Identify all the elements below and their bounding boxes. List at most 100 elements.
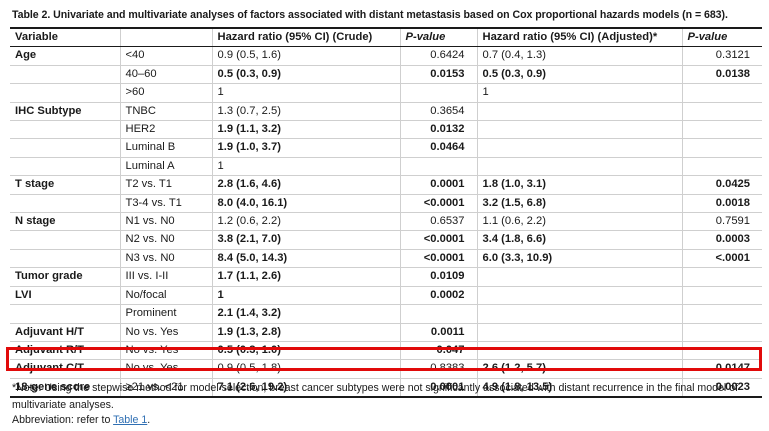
cell-p-crude: 0.6537 (399, 212, 477, 232)
cell-p-adjusted: 0.0138 (681, 65, 762, 85)
cell-p-adjusted: 0.0425 (681, 175, 762, 195)
cell-hr-crude: 3.8 (2.1, 7.0) (211, 230, 400, 250)
table-row: T stage T2 vs. T1 2.8 (1.6, 4.6) 0.0001 1.8 … (10, 175, 762, 195)
cell-variable: Age (10, 46, 120, 66)
cell-hr-adjusted (476, 267, 682, 287)
cell-p-crude: 0.3654 (399, 102, 477, 122)
table-row: IHC Subtype TNBC 1.3 (0.7, 2.5) 0.3654 (10, 102, 762, 122)
table-row: 40–60 0.5 (0.3, 0.9) 0.0153 0.5 (0.3, 0.9) 0… (10, 65, 762, 85)
cell-hr-adjusted (476, 138, 682, 158)
cell-p-adjusted: 0.0003 (681, 230, 762, 250)
table-1-link[interactable]: Table 1 (113, 414, 148, 426)
cell-hr-crude: 8.4 (5.0, 14.3) (211, 249, 400, 269)
cell-hr-adjusted (476, 102, 682, 122)
cell-level: T2 vs. T1 (119, 175, 212, 195)
cell-hr-adjusted: 1.1 (0.6, 2.2) (476, 212, 682, 232)
cell-hr-adjusted (476, 304, 682, 324)
cell-p-crude: 0.047 (399, 341, 477, 361)
cell-hr-crude: 0.9 (0.5, 1.6) (211, 46, 400, 66)
cell-hr-crude: 7.1 (2.6, 19.2) (211, 378, 400, 399)
cell-variable (10, 65, 120, 85)
cell-level: 40–60 (119, 65, 212, 85)
cell-p-crude: 0.0002 (399, 286, 477, 306)
cell-p-adjusted (681, 83, 762, 103)
cell-variable: T stage (10, 175, 120, 195)
cell-p-adjusted (681, 102, 762, 122)
cell-level: Luminal B (119, 138, 212, 158)
table-row: Age <40 0.9 (0.5, 1.6) 0.6424 0.7 (0.4, 1.3)… (10, 46, 762, 66)
cell-variable: Tumor grade (10, 267, 120, 287)
cell-hr-adjusted (476, 120, 682, 140)
cell-hr-crude: 1.9 (1.1, 3.2) (211, 120, 400, 140)
cell-p-crude (399, 304, 477, 324)
cell-hr-crude: 1 (211, 83, 400, 103)
cell-p-crude: 0.6424 (399, 46, 477, 66)
header-hr-adjusted: Hazard ratio (95% CI) (Adjusted)* (476, 27, 682, 48)
cell-hr-crude: 8.0 (4.0, 16.1) (211, 194, 400, 214)
header-level (119, 27, 212, 48)
cell-hr-adjusted: 1.8 (1.0, 3.1) (476, 175, 682, 195)
cell-p-adjusted (681, 120, 762, 140)
hazard-ratio-table: Variable Hazard ratio (95% CI) (Crude) P… (10, 27, 762, 399)
cell-variable (10, 249, 120, 269)
cell-level: HER2 (119, 120, 212, 140)
table-row: Adjuvant C/T No vs. Yes 0.9 (0.5, 1.8) 0.83… (10, 359, 762, 379)
cell-variable: Adjuvant C/T (10, 359, 120, 379)
cell-level: N2 vs. N0 (119, 230, 212, 250)
cell-level: No vs. Yes (119, 359, 212, 379)
table-row: Prominent 2.1 (1.4, 3.2) (10, 304, 762, 324)
cell-p-crude (399, 83, 477, 103)
table-row: N2 vs. N0 3.8 (2.1, 7.0) <0.0001 3.4 (1.8, … (10, 230, 762, 250)
cell-level: TNBC (119, 102, 212, 122)
cell-variable: LVI (10, 286, 120, 306)
cell-hr-crude: 1.9 (1.3, 2.8) (211, 323, 400, 342)
table-header-row: Variable Hazard ratio (95% CI) (Crude) P… (10, 27, 762, 48)
cell-level: N3 vs. N0 (119, 249, 212, 269)
cell-hr-adjusted: 6.0 (3.3, 10.9) (476, 249, 682, 269)
cell-p-crude: <0.0001 (399, 194, 477, 214)
cell-variable: IHC Subtype (10, 102, 120, 122)
cell-p-crude: 0.0011 (399, 323, 477, 342)
header-hr-crude: Hazard ratio (95% CI) (Crude) (211, 27, 400, 48)
cell-hr-crude: 0.5 (0.3, 1.0) (211, 341, 400, 361)
cell-p-crude: 0.0109 (399, 267, 477, 287)
cell-p-crude: 0.8383 (399, 359, 477, 379)
cell-hr-crude: 1.2 (0.6, 2.2) (211, 212, 400, 232)
cell-p-adjusted (681, 323, 762, 342)
footnote: *Note: Using the stepwise method for mod… (12, 382, 739, 411)
table-row: N stage N1 vs. N0 1.2 (0.6, 2.2) 0.6537 1.1 … (10, 212, 762, 232)
cell-variable: Adjuvant H/T (10, 323, 120, 342)
table-row: Tumor grade III vs. I-II 1.7 (1.1, 2.6) 0.0… (10, 267, 762, 287)
cell-level: No vs. Yes (119, 341, 212, 361)
cell-level: >60 (119, 83, 212, 103)
cell-p-crude: 0.0153 (399, 65, 477, 85)
cell-level: No vs. Yes (119, 323, 212, 342)
cell-variable (10, 304, 120, 324)
cell-p-crude: 0.0001 (399, 175, 477, 195)
cell-p-adjusted (681, 304, 762, 324)
table-row: N3 vs. N0 8.4 (5.0, 14.3) <0.0001 6.0 (3.3,… (10, 249, 762, 269)
table-row: LVI No/focal 1 0.0002 (10, 286, 762, 306)
cell-hr-adjusted (476, 286, 682, 306)
cell-p-adjusted: 0.0018 (681, 194, 762, 214)
abbreviation-note: Abbreviation: refer to Table 1. (12, 413, 150, 427)
header-p-adjusted: P-value (681, 27, 762, 48)
cell-hr-adjusted: 1 (476, 83, 682, 103)
cell-hr-adjusted: 2.6 (1.2, 5.7) (476, 359, 682, 379)
cell-variable (10, 194, 120, 214)
cell-variable: 18-gene score (10, 378, 120, 399)
cell-p-adjusted (681, 267, 762, 287)
cell-p-adjusted (681, 157, 762, 177)
abbreviation-suffix: . (147, 414, 151, 426)
cell-p-adjusted (681, 138, 762, 158)
table-row: Adjuvant R/T No vs. Yes 0.5 (0.3, 1.0) 0.04… (10, 341, 762, 361)
cell-p-adjusted (681, 341, 762, 361)
table-row: Luminal B 1.9 (1.0, 3.7) 0.0464 (10, 138, 762, 158)
cell-hr-crude: 2.1 (1.4, 3.2) (211, 304, 400, 324)
abbreviation-prefix: Abbreviation: refer to (12, 414, 114, 426)
table-row: 18-gene score ≥21 vs. <21 7.1 (2.6, 19.2) 0… (10, 378, 762, 399)
cell-hr-adjusted: 0.7 (0.4, 1.3) (476, 46, 682, 66)
cell-hr-adjusted: 4.9 (1.8, 13.5) (476, 378, 682, 399)
table-row: HER2 1.9 (1.1, 3.2) 0.0132 (10, 120, 762, 140)
